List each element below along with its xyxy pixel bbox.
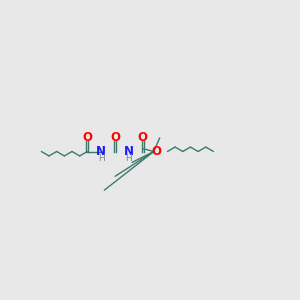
Text: N: N <box>96 145 106 158</box>
Text: O: O <box>152 145 162 158</box>
Text: H: H <box>125 154 132 163</box>
Text: O: O <box>82 131 92 144</box>
Text: O: O <box>110 131 120 144</box>
Text: O: O <box>138 131 148 144</box>
Text: N: N <box>124 145 134 158</box>
Text: H: H <box>98 154 105 163</box>
